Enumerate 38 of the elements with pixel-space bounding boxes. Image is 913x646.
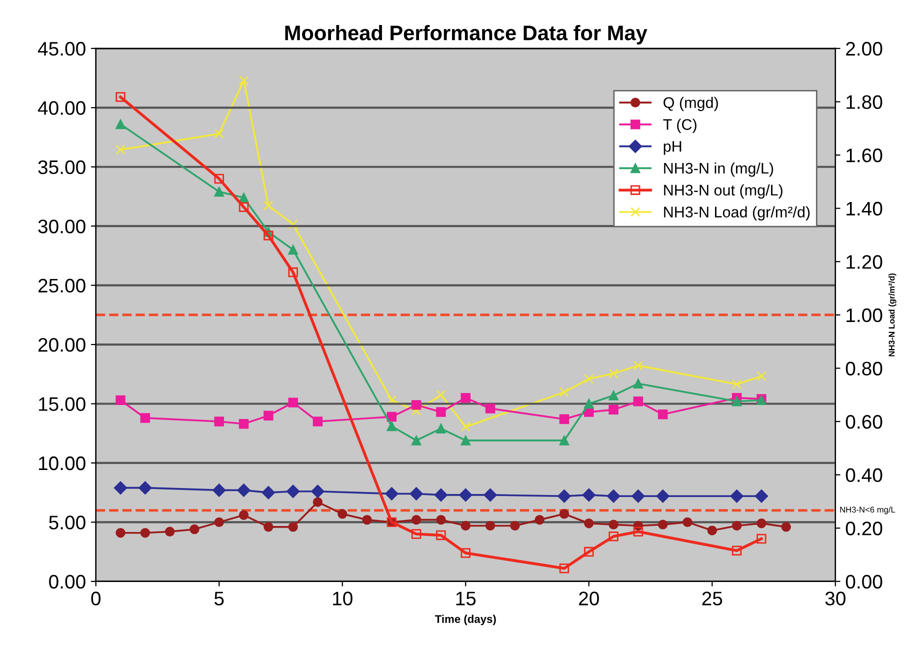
y2-axis-title: NH3-N Load (gr/m²/d) bbox=[888, 273, 896, 356]
legend-label: pH bbox=[664, 141, 682, 155]
y-tick-label: 15.00 bbox=[38, 397, 86, 411]
y-tick-label: 0.00 bbox=[49, 574, 86, 589]
y2-tick-label: 1.60 bbox=[846, 148, 882, 162]
y2-tick-label: 0.00 bbox=[846, 574, 882, 589]
x-tick-label: 5 bbox=[214, 592, 224, 606]
y-tick-label: 35.00 bbox=[38, 160, 86, 174]
legend-label: NH3-N Load (gr/m²/d) bbox=[664, 206, 810, 220]
y-tick-label: 25.00 bbox=[38, 278, 86, 293]
y-tick-label: 45.00 bbox=[38, 42, 86, 56]
x-tick-label: 15 bbox=[456, 592, 476, 606]
y2-tick-label: 0.60 bbox=[846, 414, 882, 429]
y2-tick-label: 0.80 bbox=[846, 362, 882, 376]
ref-line-label: NH3-N<6 mg/L bbox=[840, 506, 896, 514]
legend-label: T (C) bbox=[663, 118, 696, 133]
y2-tick-label: 2.00 bbox=[846, 42, 882, 56]
x-tick-label: 10 bbox=[333, 592, 352, 606]
y2-tick-label: 0.20 bbox=[846, 522, 882, 536]
y2-tick-label: 0.40 bbox=[846, 468, 882, 482]
x-tick-label: 25 bbox=[702, 592, 722, 606]
legend-label: NH3-N in (mg/L) bbox=[664, 162, 774, 177]
x-tick-label: 0 bbox=[91, 592, 101, 606]
y-tick-label: 40.00 bbox=[38, 101, 86, 115]
legend-label: NH3-N out (mg/L) bbox=[664, 184, 782, 199]
y-tick-label: 10.00 bbox=[38, 456, 86, 470]
y2-tick-label: 1.40 bbox=[846, 202, 882, 216]
y2-tick-label: 1.20 bbox=[846, 255, 882, 269]
x-tick-label: 30 bbox=[825, 592, 846, 606]
legend-label: Q (mgd) bbox=[664, 96, 718, 112]
y2-tick-label: 1.80 bbox=[846, 95, 882, 109]
x-axis-title: Time (days) bbox=[434, 614, 496, 626]
chart-title: Moorhead Performance Data for May bbox=[285, 25, 648, 44]
y-tick-label: 30.00 bbox=[38, 220, 86, 234]
y-tick-label: 20.00 bbox=[38, 338, 86, 352]
x-tick-label: 20 bbox=[579, 592, 599, 606]
y-tick-label: 5.00 bbox=[49, 516, 86, 530]
y2-tick-label: 1.00 bbox=[846, 308, 882, 322]
